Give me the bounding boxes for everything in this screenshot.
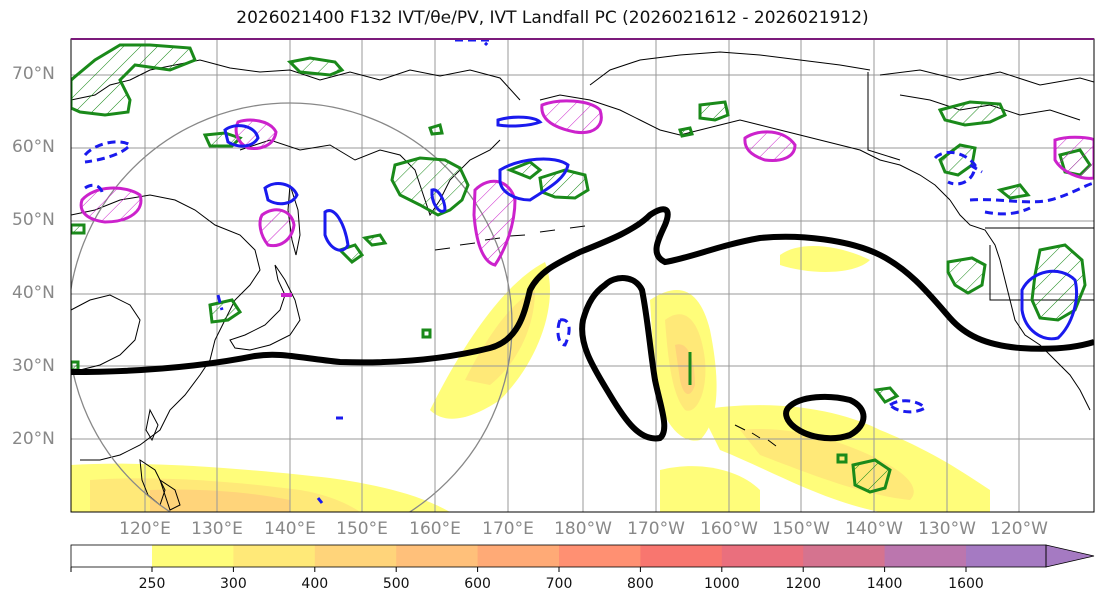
colorbar-tick-label: 600	[464, 576, 491, 592]
lon-label-170w: 170°W	[627, 519, 685, 539]
lon-label-150w: 150°W	[772, 519, 830, 539]
colorbar-tick-label: 500	[382, 576, 410, 592]
theta-e-solid-contours	[223, 115, 1078, 341]
colorbar-tick-label: 250	[138, 576, 166, 592]
colorbar-bin	[884, 545, 967, 567]
pv-magenta-contours	[79, 99, 1094, 267]
colorbar-bin	[803, 545, 886, 567]
colorbar-bin	[721, 545, 804, 567]
theta-e-spot-2	[316, 497, 324, 504]
colorbar-tick-label: 300	[220, 576, 247, 592]
colorbar-tick-label: 700	[545, 576, 573, 592]
lat-label-40n: 40°N	[12, 283, 55, 303]
colorbar-tick-label: 1400	[866, 576, 903, 592]
lon-label-180w: 180°W	[554, 519, 612, 539]
lon-label-160e: 160°E	[409, 519, 461, 539]
colorbar-tick-label: 1600	[948, 576, 984, 592]
colorbar-tick-label: 1200	[785, 576, 822, 592]
lon-label-130e: 130°E	[191, 519, 243, 539]
colorbar-tick-label: 400	[301, 576, 329, 592]
lon-label-160w: 160°W	[700, 519, 758, 539]
map-title: 2026021400 F132 IVT/θe/PV, IVT Landfall …	[236, 8, 869, 28]
colorbar-bin	[477, 545, 560, 567]
ivt-landfall-contour	[71, 206, 1094, 442]
lon-label-140e: 140°E	[264, 519, 316, 539]
colorbar-bin	[640, 545, 723, 567]
lon-label-130w: 130°W	[918, 519, 976, 539]
pv-magenta-spot	[281, 293, 292, 297]
lon-label-120w: 120°W	[990, 519, 1048, 539]
colorbar	[70, 544, 1095, 572]
lat-label-50n: 50°N	[12, 210, 55, 230]
lon-label-120e: 120°E	[119, 519, 171, 539]
lat-label-30n: 30°N	[12, 356, 55, 376]
colorbar-bin	[559, 545, 641, 567]
lat-label-70n: 70°N	[12, 64, 55, 84]
search-radius-circle	[71, 102, 513, 512]
colorbar-bin	[152, 545, 234, 567]
lon-label-170e: 170°E	[482, 519, 534, 539]
colorbar-bin	[966, 545, 1046, 567]
graticule	[71, 39, 1094, 512]
lat-label-60n: 60°N	[12, 137, 55, 157]
colorbar-tick-label: 800	[627, 576, 654, 592]
colorbar-bin	[396, 545, 479, 567]
lon-label-150e: 150°E	[336, 519, 388, 539]
colorbar-tick-label: 1000	[703, 576, 740, 592]
theta-e-dashed-contours	[83, 39, 1094, 414]
lat-label-20n: 20°N	[12, 429, 55, 449]
colorbar-bin	[314, 545, 397, 567]
colorbar-bin	[233, 545, 316, 567]
lon-label-140w: 140°W	[845, 519, 903, 539]
